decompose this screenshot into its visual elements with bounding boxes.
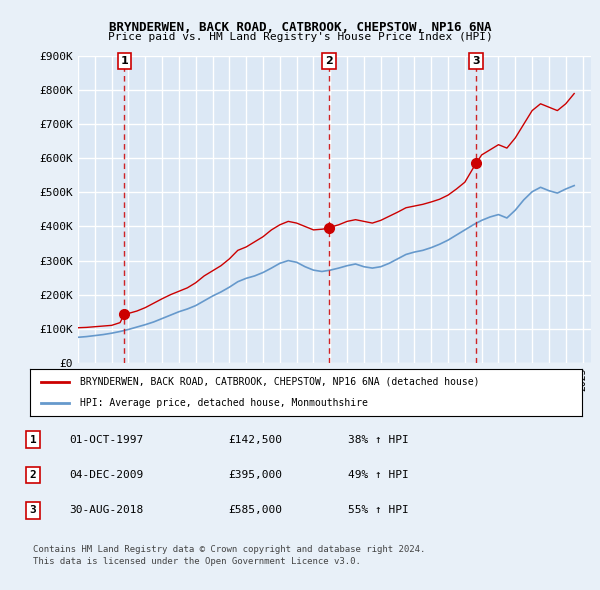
Text: £585,000: £585,000 — [228, 506, 282, 515]
Text: 38% ↑ HPI: 38% ↑ HPI — [348, 435, 409, 444]
Text: 55% ↑ HPI: 55% ↑ HPI — [348, 506, 409, 515]
Text: 30-AUG-2018: 30-AUG-2018 — [69, 506, 143, 515]
Text: 2: 2 — [29, 470, 37, 480]
Text: 3: 3 — [29, 506, 37, 515]
Text: Contains HM Land Registry data © Crown copyright and database right 2024.: Contains HM Land Registry data © Crown c… — [33, 545, 425, 555]
Text: HPI: Average price, detached house, Monmouthshire: HPI: Average price, detached house, Monm… — [80, 398, 368, 408]
Text: 49% ↑ HPI: 49% ↑ HPI — [348, 470, 409, 480]
Text: 1: 1 — [121, 56, 128, 66]
Text: This data is licensed under the Open Government Licence v3.0.: This data is licensed under the Open Gov… — [33, 557, 361, 566]
Text: 04-DEC-2009: 04-DEC-2009 — [69, 470, 143, 480]
Text: BRYNDERWEN, BACK ROAD, CATBROOK, CHEPSTOW, NP16 6NA: BRYNDERWEN, BACK ROAD, CATBROOK, CHEPSTO… — [109, 21, 491, 34]
Text: 01-OCT-1997: 01-OCT-1997 — [69, 435, 143, 444]
Text: £142,500: £142,500 — [228, 435, 282, 444]
Text: £395,000: £395,000 — [228, 470, 282, 480]
Text: Price paid vs. HM Land Registry's House Price Index (HPI): Price paid vs. HM Land Registry's House … — [107, 32, 493, 42]
Text: 3: 3 — [472, 56, 480, 66]
Text: 2: 2 — [325, 56, 333, 66]
Text: 1: 1 — [29, 435, 37, 444]
Text: BRYNDERWEN, BACK ROAD, CATBROOK, CHEPSTOW, NP16 6NA (detached house): BRYNDERWEN, BACK ROAD, CATBROOK, CHEPSTO… — [80, 377, 479, 387]
